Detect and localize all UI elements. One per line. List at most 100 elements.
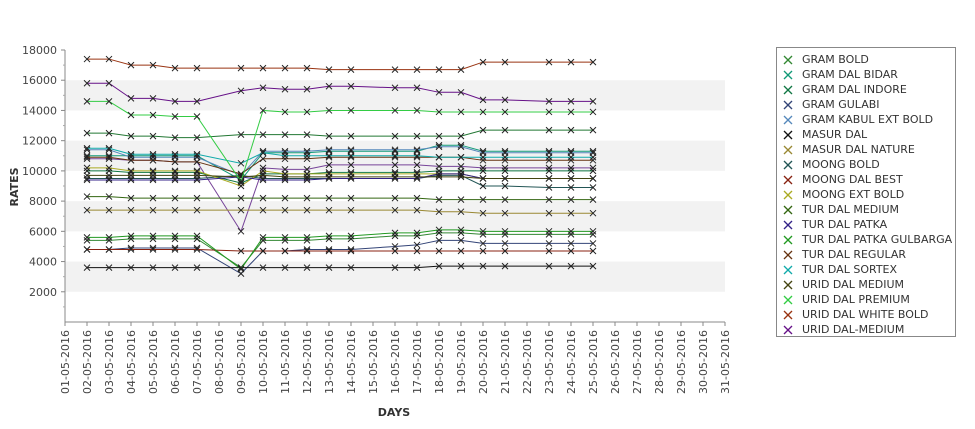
data-point (545, 262, 553, 270)
data-point (347, 247, 355, 255)
legend-item: MOONG EXT BOLD (783, 187, 955, 202)
data-point (149, 246, 157, 253)
data-point (435, 247, 443, 255)
x-tick-label: 22-05-2016 (521, 330, 534, 394)
data-point (501, 153, 509, 161)
y-tick-label: 12000 (22, 135, 57, 148)
data-point (545, 227, 553, 235)
data-point (457, 153, 465, 161)
legend-item: MASUR DAL NATURE (783, 142, 955, 157)
data-point (567, 247, 575, 255)
data-point (589, 164, 597, 172)
data-point (567, 196, 575, 203)
data-point (281, 237, 289, 244)
data-point (171, 246, 179, 253)
data-point (237, 194, 245, 202)
data-point (325, 132, 333, 140)
data-point (545, 126, 553, 134)
data-point (105, 55, 113, 63)
data-point (589, 227, 597, 235)
data-point (589, 184, 597, 191)
x-tick-label: 01-05-2016 (59, 330, 72, 394)
data-point (171, 194, 179, 202)
data-point (545, 167, 553, 175)
data-point (259, 149, 267, 157)
data-point (303, 64, 311, 72)
data-point (479, 182, 487, 190)
data-point (501, 126, 509, 134)
legend-marker-icon (783, 115, 793, 124)
data-point (567, 108, 575, 116)
x-tick-label: 23-05-2016 (543, 330, 556, 394)
data-point (501, 156, 509, 164)
data-point (237, 159, 245, 167)
data-point (545, 98, 553, 105)
legend-marker-icon (783, 130, 793, 139)
data-point (457, 170, 465, 178)
legend-item: MOONG DAL BEST (783, 172, 955, 187)
legend-item: GRAM KABUL EXT BOLD (783, 112, 955, 127)
data-point (171, 158, 179, 166)
legend-label: GRAM GULABI (802, 98, 880, 111)
data-point (105, 264, 113, 271)
data-point (105, 234, 113, 241)
data-point (479, 167, 487, 175)
data-point (105, 193, 113, 200)
data-point (347, 161, 355, 169)
data-point (347, 235, 355, 243)
data-point (435, 66, 443, 73)
data-point (281, 176, 289, 184)
x-tick-label: 07-05-2016 (191, 330, 204, 394)
data-point (391, 232, 399, 240)
x-tick-label: 12-05-2016 (301, 330, 314, 394)
data-point (105, 144, 113, 152)
data-point (545, 247, 553, 255)
data-point (237, 265, 245, 273)
data-point (479, 247, 487, 255)
legend-item: TUR DAL MEDIUM (783, 202, 955, 217)
legend-item: GRAM DAL BIDAR (783, 67, 955, 82)
data-point (105, 172, 113, 179)
legend-label: URID DAL WHITE BOLD (802, 308, 929, 321)
data-point (589, 231, 597, 238)
data-point (325, 107, 333, 114)
legend-item: TUR DAL PATKA (783, 217, 955, 232)
data-point (501, 240, 509, 247)
data-point (281, 170, 289, 178)
plot-bands (65, 50, 725, 322)
data-point (237, 178, 245, 185)
data-point (457, 237, 465, 244)
data-point (545, 184, 553, 191)
legend-marker-icon (783, 295, 793, 304)
data-point (457, 173, 465, 181)
x-tick-label: 03-05-2016 (103, 330, 116, 394)
data-point (567, 156, 575, 164)
data-point (259, 264, 267, 271)
data-point (347, 232, 355, 240)
data-point (171, 150, 179, 158)
data-point (413, 152, 421, 160)
legend-marker-icon (783, 265, 793, 274)
legend-item: GRAM GULABI (783, 97, 955, 112)
data-point (259, 107, 267, 114)
data-point (501, 227, 509, 235)
data-point (303, 152, 311, 160)
data-point (479, 126, 487, 134)
data-point (435, 143, 443, 151)
data-point (347, 194, 355, 202)
data-point (391, 107, 399, 114)
data-point (303, 131, 311, 138)
legend-label: TUR DAL SORTEX (802, 263, 898, 276)
legend-item: MASUR DAL (783, 127, 955, 142)
data-point (325, 66, 333, 73)
grid-band (65, 201, 725, 232)
series-0 (83, 229, 597, 271)
data-point (149, 172, 157, 179)
data-point (589, 209, 597, 217)
data-point (589, 240, 597, 247)
data-point (303, 234, 311, 241)
x-tick-label: 19-05-2016 (455, 330, 468, 394)
x-tick-label: 09-05-2016 (235, 330, 248, 394)
data-point (281, 131, 289, 138)
data-point (501, 262, 509, 270)
